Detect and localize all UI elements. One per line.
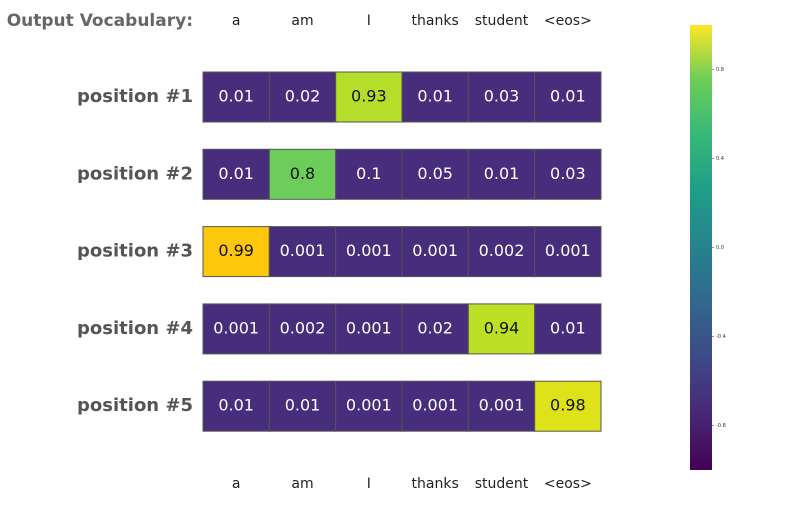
cell-label: 0.002 <box>479 241 525 260</box>
column-label-bottom: <eos> <box>544 476 592 492</box>
column-label-top: am <box>291 13 313 29</box>
cell <box>268 71 337 123</box>
cell-label: 0.02 <box>285 87 321 106</box>
row-label: position #5 <box>77 395 193 416</box>
colorbar-tick-label: 0.8 <box>716 67 724 73</box>
chart-title: Output Vocabulary: <box>7 11 193 31</box>
cell-label: 0.001 <box>346 318 392 337</box>
cell-label: 0.01 <box>550 87 586 106</box>
cell-label: 0.001 <box>346 241 392 260</box>
cell-label: 0.02 <box>417 318 453 337</box>
cell <box>534 226 602 278</box>
cell <box>202 303 270 355</box>
column-label-bottom: I <box>367 476 371 492</box>
cell <box>335 148 403 200</box>
cell <box>335 71 403 123</box>
cell-label: 0.99 <box>218 241 254 260</box>
cell-label: 0.98 <box>550 396 586 415</box>
cell <box>467 380 536 432</box>
row-label: position #3 <box>77 241 193 262</box>
cell-label: 0.001 <box>412 396 458 415</box>
cell-label: 0.01 <box>484 164 520 183</box>
cell <box>202 226 270 278</box>
column-label-top: a <box>232 13 241 29</box>
colorbar-tick-label: -0.8 <box>716 423 726 429</box>
cell <box>401 226 469 278</box>
cell-label: 0.001 <box>545 241 591 260</box>
colorbar <box>690 25 712 470</box>
colorbar-tick-label: -0.4 <box>716 334 726 340</box>
column-label-bottom: a <box>232 476 241 492</box>
colorbar-tick-label: 0.0 <box>716 245 724 251</box>
column-label-bottom: student <box>475 476 529 492</box>
row-label: position #2 <box>77 163 193 184</box>
cell-label: 0.001 <box>346 396 392 415</box>
cell-label: 0.01 <box>218 164 254 183</box>
cell-label: 0.03 <box>550 164 586 183</box>
column-label-top: <eos> <box>544 13 592 29</box>
cell-label: 0.93 <box>351 87 387 106</box>
cell-label: 0.001 <box>479 396 525 415</box>
cell <box>467 226 536 278</box>
cell <box>335 303 403 355</box>
column-label-top: student <box>475 13 529 29</box>
cell-label: 0.01 <box>285 396 321 415</box>
cell-label: 0.01 <box>550 318 586 337</box>
cell-label: 0.002 <box>280 318 326 337</box>
cell <box>401 303 469 355</box>
cell <box>401 148 469 200</box>
cell-label: 0.01 <box>218 396 254 415</box>
colorbar-tick-label: 0.4 <box>716 156 724 162</box>
cell-label: 0.05 <box>417 164 453 183</box>
cell <box>534 380 602 432</box>
cell-label: 0.03 <box>484 87 520 106</box>
column-label-bottom: am <box>291 476 313 492</box>
cell <box>202 380 270 432</box>
cell <box>534 148 602 200</box>
column-label-top: thanks <box>412 13 459 29</box>
cell <box>467 303 536 355</box>
cell <box>268 303 337 355</box>
cell <box>335 380 403 432</box>
cell-label: 0.01 <box>218 87 254 106</box>
row-label: position #4 <box>77 318 193 339</box>
cell-label: 0.001 <box>412 241 458 260</box>
cell <box>467 71 536 123</box>
cell <box>268 226 337 278</box>
cell-label: 0.94 <box>484 318 520 337</box>
cell-label: 0.001 <box>213 318 259 337</box>
row-label: position #1 <box>77 86 193 107</box>
cell-label: 0.001 <box>280 241 326 260</box>
cell-label: 0.01 <box>417 87 453 106</box>
column-label-top: I <box>367 13 371 29</box>
column-label-bottom: thanks <box>412 476 459 492</box>
cell <box>268 148 337 200</box>
cell <box>534 303 602 355</box>
cell-label: 0.1 <box>356 164 381 183</box>
cell <box>401 380 469 432</box>
cell-label: 0.8 <box>290 164 315 183</box>
cell <box>202 148 270 200</box>
cell <box>534 71 602 123</box>
cell <box>202 71 270 123</box>
